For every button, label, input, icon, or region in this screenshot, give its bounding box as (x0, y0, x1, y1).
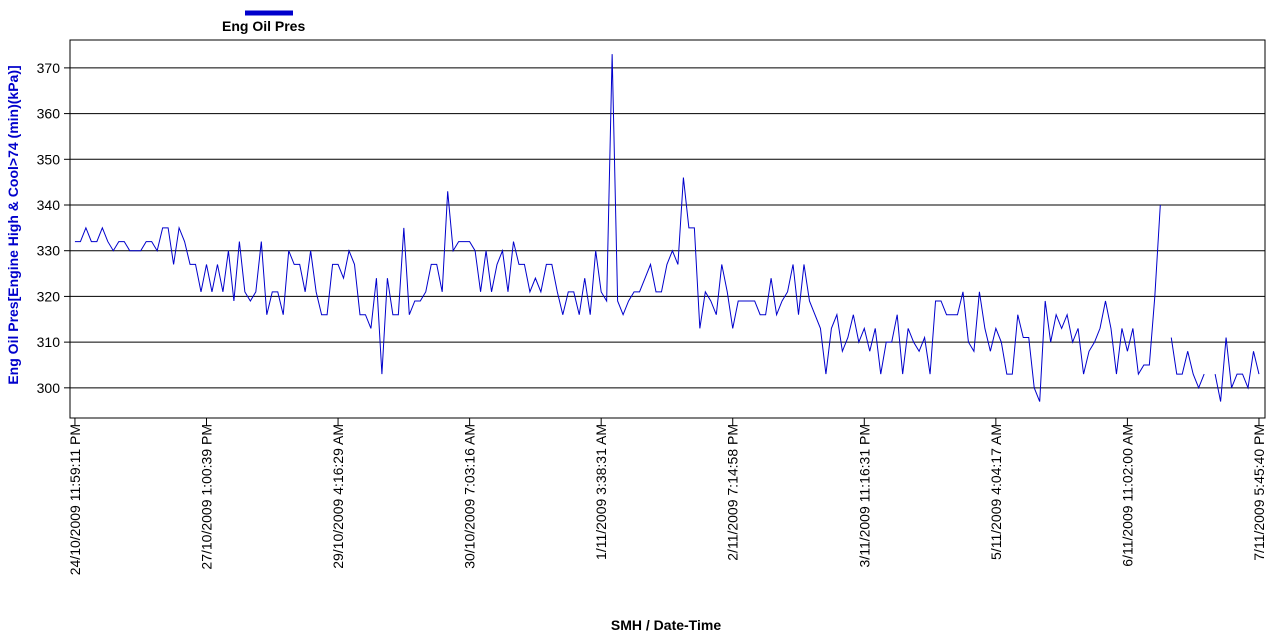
x-tick-label: 7/11/2009 5:45:40 PM (1251, 424, 1267, 561)
data-line (74, 54, 1260, 402)
y-tick-label: 300 (37, 380, 61, 396)
x-tick-label: 1/11/2009 3:38:31 AM (593, 424, 609, 560)
x-tick-label: 29/10/2009 4:16:29 AM (330, 424, 346, 569)
legend-label: Eng Oil Pres (222, 18, 305, 34)
x-tick-label: 3/11/2009 11:16:31 PM (856, 424, 872, 567)
y-tick-label: 310 (37, 334, 61, 350)
x-tick-label: 6/11/2009 11:02:00 AM (1119, 424, 1135, 567)
x-tick-label: 5/11/2009 4:04:17 AM (988, 424, 1004, 560)
y-tick-label: 350 (37, 151, 61, 167)
x-tick-label: 24/10/2009 11:59:11 PM (67, 424, 83, 575)
x-tick-label: 2/11/2009 7:14:58 PM (725, 424, 741, 561)
x-tick-label: 30/10/2009 7:03:16 AM (462, 424, 478, 569)
y-axis-title: Eng Oil Pres[Engine High & Cool>74 (min)… (5, 65, 21, 384)
y-tick-label: 370 (37, 60, 61, 76)
plot-frame (69, 39, 1266, 419)
y-tick-label: 340 (37, 197, 61, 213)
y-tick-label: 330 (37, 243, 61, 259)
x-axis-title: SMH / Date-Time (611, 617, 721, 633)
x-tick-label: 27/10/2009 1:00:39 PM (198, 424, 214, 570)
y-tick-label: 320 (37, 288, 61, 304)
y-tick-label: 360 (37, 106, 61, 122)
